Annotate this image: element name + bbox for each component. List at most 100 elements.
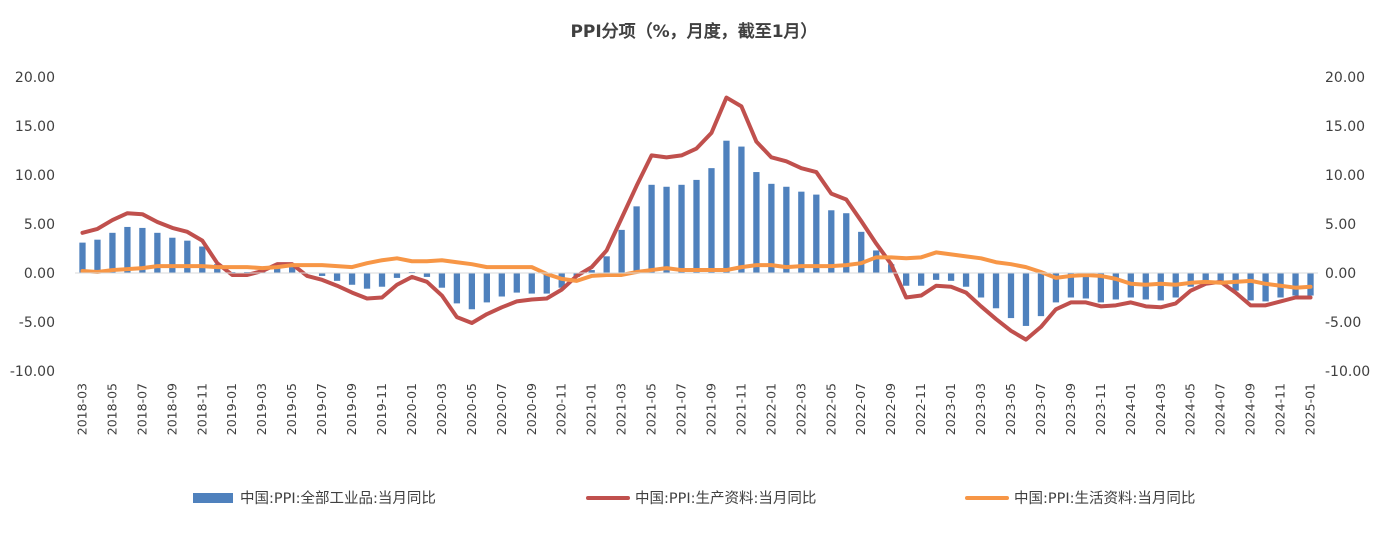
- x-tick-label: 2022-03: [793, 383, 808, 435]
- x-tick-label: 2022-11: [913, 383, 928, 435]
- x-tick-label: 2020-01: [404, 383, 419, 435]
- legend-label: 中国:PPI:生活资料:当月同比: [1014, 490, 1195, 507]
- bar: [333, 273, 341, 281]
- bar: [1007, 273, 1015, 319]
- x-tick-label: 2023-01: [943, 383, 958, 435]
- bar: [962, 273, 970, 287]
- bar: [828, 210, 835, 273]
- y-tick-label-right: 5.00: [1325, 217, 1356, 233]
- bar: [154, 232, 161, 273]
- bar: [723, 140, 730, 273]
- bar: [468, 273, 476, 310]
- y-tick-label-right: -5.00: [1325, 315, 1361, 331]
- bar: [693, 179, 700, 273]
- bar: [858, 231, 865, 273]
- x-tick-label: 2023-07: [1033, 383, 1048, 435]
- bar: [1037, 273, 1045, 317]
- bar: [1082, 273, 1090, 299]
- bar: [1112, 273, 1119, 300]
- legend: 中国:PPI:全部工业品:当月同比 中国:PPI:生产资料:当月同比 中国:PPI:…: [193, 489, 1195, 507]
- x-tick-label: 2021-01: [584, 383, 599, 435]
- axes: 20.00 20.00 15.00 15.00 10.00 10.00 5.00 5.00 0.…: [10, 70, 1370, 435]
- bar: [663, 186, 670, 273]
- bar: [1307, 273, 1314, 296]
- bar: [378, 273, 386, 287]
- bar: [94, 239, 101, 273]
- x-tick-label: 2020-11: [554, 383, 569, 435]
- bar: [318, 273, 326, 276]
- bar: [109, 232, 116, 273]
- x-tick-label: 2024-03: [1153, 383, 1168, 435]
- bar: [169, 237, 176, 273]
- bar: [423, 273, 431, 277]
- line-series: [80, 95, 1313, 342]
- bar: [1202, 273, 1209, 281]
- x-tick-label: 2019-03: [254, 383, 269, 435]
- bar: [453, 273, 461, 304]
- y-tick-label-left: 15.00: [15, 119, 55, 135]
- bar: [513, 273, 520, 293]
- bar: [79, 242, 86, 273]
- bar: [768, 183, 775, 273]
- y-tick-label-right: 15.00: [1325, 119, 1365, 135]
- bar: [843, 213, 850, 273]
- x-tick-label: 2020-05: [464, 383, 479, 435]
- bar: [184, 240, 191, 273]
- y-tick-label-left: 5.00: [24, 217, 55, 233]
- bar: [977, 273, 985, 298]
- x-tick-label: 2023-03: [973, 383, 988, 435]
- bar: [932, 273, 940, 280]
- x-tick-label: 2024-11: [1273, 383, 1288, 435]
- bar: [603, 256, 610, 273]
- x-tick-label: 2022-01: [763, 383, 778, 435]
- bar: [1217, 273, 1224, 281]
- bar: [543, 273, 550, 294]
- chart-title: PPI分项（%，月度，截至1月）: [570, 21, 817, 42]
- x-tick-label: 2021-03: [614, 383, 629, 435]
- x-tick-label: 2023-11: [1093, 383, 1108, 435]
- y-tick-label-right: 20.00: [1325, 70, 1365, 86]
- bar: [438, 273, 446, 288]
- x-tick-label: 2025-01: [1303, 383, 1318, 435]
- bar: [947, 273, 955, 281]
- bar: [289, 267, 296, 273]
- x-tick-label: 2022-07: [853, 383, 868, 435]
- bar: [798, 191, 805, 273]
- y-tick-label-right: -10.00: [1325, 364, 1370, 380]
- bar: [648, 184, 655, 273]
- bar: [783, 186, 790, 273]
- bar: [873, 250, 880, 273]
- x-tick-label: 2020-03: [434, 383, 449, 435]
- x-tick-label: 2019-09: [344, 383, 359, 435]
- bar: [1247, 273, 1254, 301]
- bar: [363, 273, 371, 289]
- x-tick-label: 2023-09: [1063, 383, 1078, 435]
- bar: [1262, 273, 1269, 302]
- x-tick-label: 2019-01: [224, 383, 239, 435]
- x-tick-label: 2020-07: [494, 383, 509, 435]
- bar: [708, 168, 715, 273]
- y-tick-label-left: -5.00: [19, 315, 55, 331]
- x-tick-label: 2021-09: [703, 383, 718, 435]
- bar: [528, 273, 535, 294]
- legend-label: 中国:PPI:全部工业品:当月同比: [240, 489, 436, 507]
- bar: [992, 273, 1000, 309]
- x-tick-label: 2019-07: [314, 383, 329, 435]
- bar: [483, 273, 490, 303]
- x-tick-label: 2023-05: [1003, 383, 1018, 435]
- x-tick-label: 2024-09: [1243, 383, 1258, 435]
- x-tick-label: 2024-05: [1183, 383, 1198, 435]
- bar: [917, 273, 925, 286]
- x-tick-label: 2019-05: [284, 383, 299, 435]
- bar: [588, 270, 595, 273]
- bar: [1067, 273, 1075, 298]
- x-tick-label: 2018-05: [104, 383, 119, 435]
- bar: [348, 273, 356, 285]
- bar: [498, 273, 505, 297]
- y-tick-label-right: 10.00: [1325, 168, 1365, 184]
- y-tick-label-left: -10.00: [10, 364, 55, 380]
- x-tick-label: 2022-09: [883, 383, 898, 435]
- bar-series: [79, 140, 1314, 326]
